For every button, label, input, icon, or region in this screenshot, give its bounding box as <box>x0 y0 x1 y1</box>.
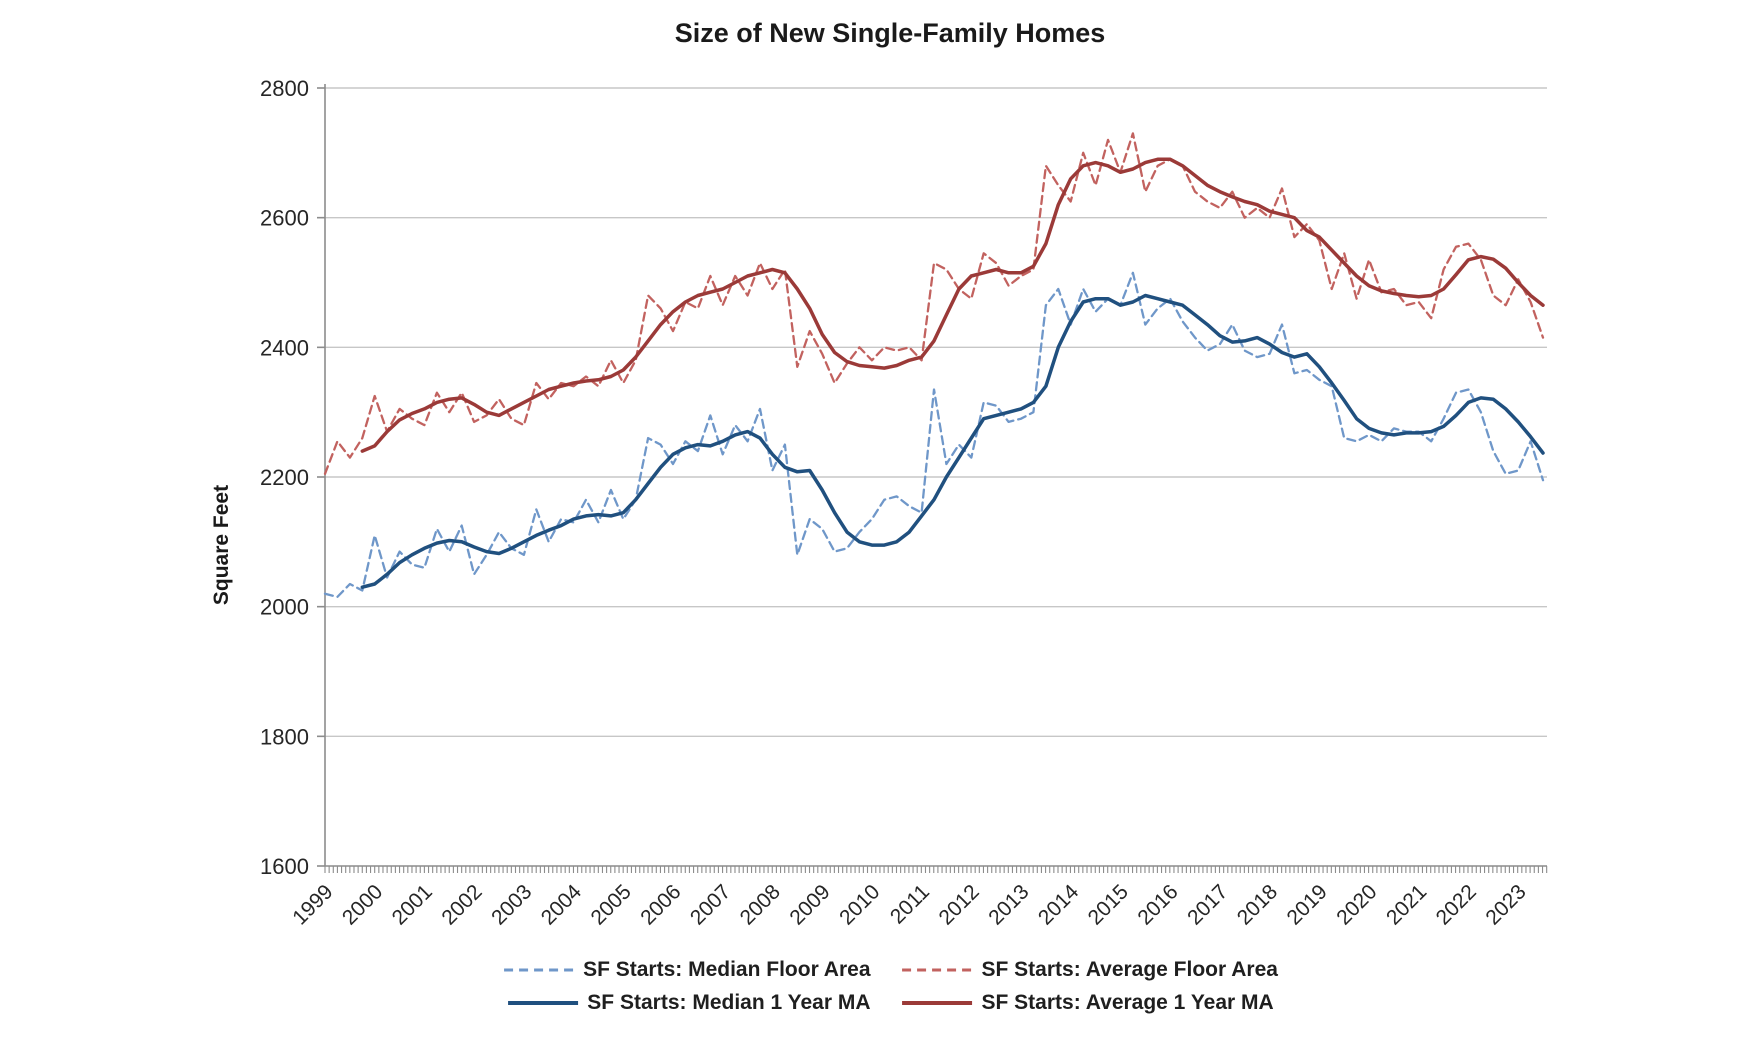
legend-label-median-1yr-ma: SF Starts: Median 1 Year MA <box>587 991 871 1014</box>
y-tick-label: 1600 <box>260 854 309 879</box>
x-tick-label: 2016 <box>1133 880 1182 929</box>
legend: SF Starts: Median Floor Area SF Starts: … <box>502 958 1278 1015</box>
x-tick-label: 2014 <box>1034 880 1084 930</box>
x-tick-label: 2022 <box>1432 880 1481 929</box>
axes <box>324 84 1547 867</box>
x-tick-label: 2013 <box>984 880 1033 929</box>
x-tick-label: 2021 <box>1382 880 1431 929</box>
legend-row-2: SF Starts: Median 1 Year MA SF Starts: A… <box>506 991 1274 1015</box>
x-tick-label: 2019 <box>1283 880 1332 929</box>
chart-title: Size of New Single-Family Homes <box>674 18 1106 48</box>
x-tick-label: 2003 <box>487 880 536 929</box>
dashed-line-swatch-icon <box>902 968 973 972</box>
x-tick-label: 2004 <box>537 880 587 930</box>
x-tick-label: 2000 <box>338 880 387 929</box>
series-line-sf-starts-average-floor-area <box>323 132 1545 475</box>
legend-item-average-1yr-ma: SF Starts: Average 1 Year MA <box>901 991 1274 1015</box>
x-tick-label: 2008 <box>736 880 785 929</box>
x-tick-label: 2006 <box>636 880 685 929</box>
y-tick-label: 2200 <box>260 465 309 490</box>
x-tick-label: 2018 <box>1233 880 1282 929</box>
gridlines <box>325 87 1547 738</box>
x-ticks <box>324 866 1548 873</box>
x-tick-label: 2007 <box>686 880 735 929</box>
legend-label-average-1yr-ma: SF Starts: Average 1 Year MA <box>981 991 1274 1014</box>
x-tick-label: 2010 <box>835 880 884 929</box>
legend-item-median-floor-area: SF Starts: Median Floor Area <box>502 958 871 982</box>
x-tick-label: 2005 <box>587 880 636 929</box>
legend-label-median-floor-area: SF Starts: Median Floor Area <box>583 958 871 981</box>
x-tick-label: 2015 <box>1084 880 1133 929</box>
solid-line-swatch-icon <box>508 1001 579 1005</box>
x-tick-label: 2012 <box>935 880 984 929</box>
legend-row-1: SF Starts: Median Floor Area SF Starts: … <box>502 958 1278 982</box>
y-tick-label: 2800 <box>260 76 309 101</box>
legend-item-average-floor-area: SF Starts: Average Floor Area <box>901 958 1278 982</box>
x-tick-label: 2017 <box>1183 880 1232 929</box>
legend-item-median-1yr-ma: SF Starts: Median 1 Year MA <box>506 991 871 1015</box>
y-tick-labels: 1600 1800 2000 2200 2400 2600 2800 <box>260 76 325 879</box>
dashed-line-swatch-icon <box>504 968 575 972</box>
y-tick-label: 1800 <box>260 724 309 749</box>
x-tick-label: 1999 <box>288 880 337 929</box>
y-tick-label: 2600 <box>260 206 309 231</box>
x-tick-label: 2011 <box>886 880 934 928</box>
y-tick-label: 2000 <box>260 595 309 620</box>
x-tick-label: 2023 <box>1481 880 1530 929</box>
x-tick-label: 2002 <box>437 880 486 929</box>
x-tick-labels: 1999 2000 2001 2002 2003 2004 2005 2006 2007 2008… <box>288 880 1530 930</box>
x-tick-label: 2001 <box>388 880 437 929</box>
series-line-sf-starts-median-1-year-ma <box>360 293 1545 589</box>
x-tick-label: 2009 <box>785 880 834 929</box>
legend-label-average-floor-area: SF Starts: Average Floor Area <box>981 958 1278 981</box>
series-line-sf-starts-average-1-year-ma <box>360 157 1545 453</box>
x-tick-label: 2020 <box>1332 880 1381 929</box>
solid-line-swatch-icon <box>902 1001 973 1005</box>
y-tick-label: 2400 <box>260 335 309 360</box>
